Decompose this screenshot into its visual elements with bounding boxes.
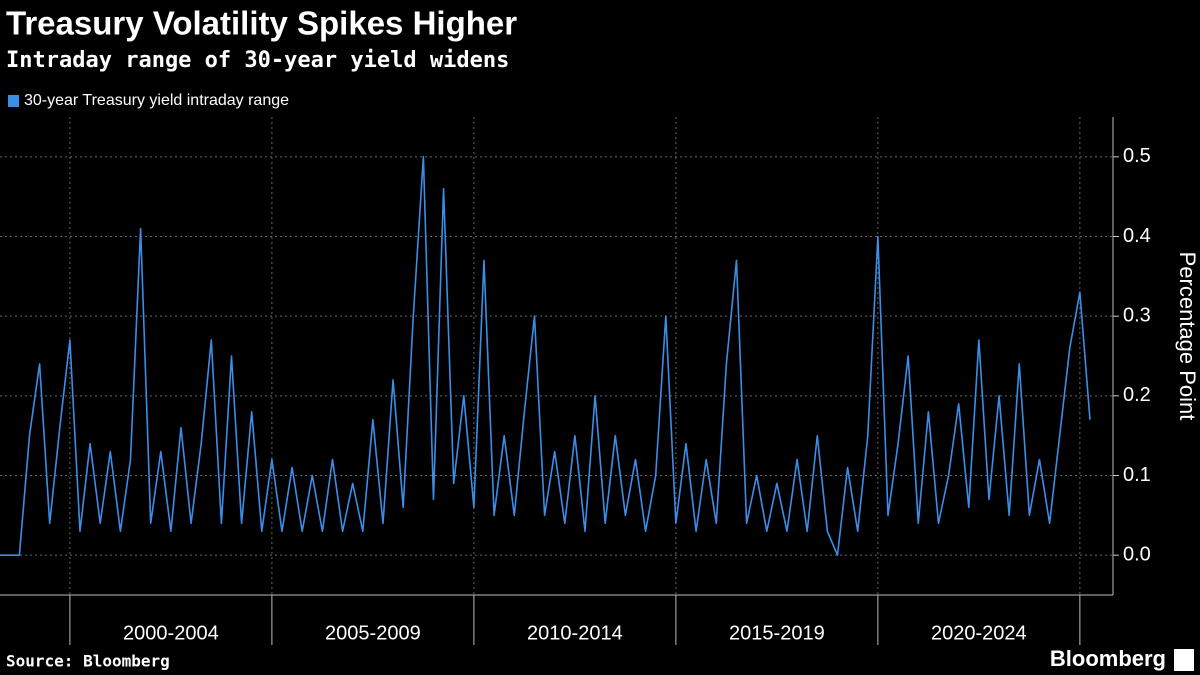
x-tick-label: 2020-2024 <box>931 622 1027 644</box>
y-axis-title: Percentage Point <box>1175 252 1200 421</box>
y-tick-label: 0.3 <box>1123 304 1151 326</box>
y-tick-label: 0.5 <box>1123 145 1151 167</box>
y-tick-label: 0.0 <box>1123 543 1151 565</box>
x-tick-label: 2005-2009 <box>325 622 421 644</box>
x-tick-label: 2000-2004 <box>123 622 219 644</box>
brand: Bloomberg <box>1050 646 1166 671</box>
legend-label: 30-year Treasury yield intraday range <box>24 92 289 109</box>
x-tick-label: 2010-2014 <box>527 622 623 644</box>
chart-title: Treasury Volatility Spikes Higher <box>6 5 517 42</box>
y-tick-label: 0.1 <box>1123 464 1151 486</box>
source: Source: Bloomberg <box>6 652 170 671</box>
x-tick-label: 2015-2019 <box>729 622 825 644</box>
legend-swatch <box>8 95 19 107</box>
chart-subtitle: Intraday range of 30-year yield widens <box>6 48 509 73</box>
brand-icon <box>1174 649 1194 671</box>
y-tick-label: 0.4 <box>1123 225 1151 247</box>
line-series <box>0 156 1091 556</box>
y-tick-label: 0.2 <box>1123 384 1151 406</box>
